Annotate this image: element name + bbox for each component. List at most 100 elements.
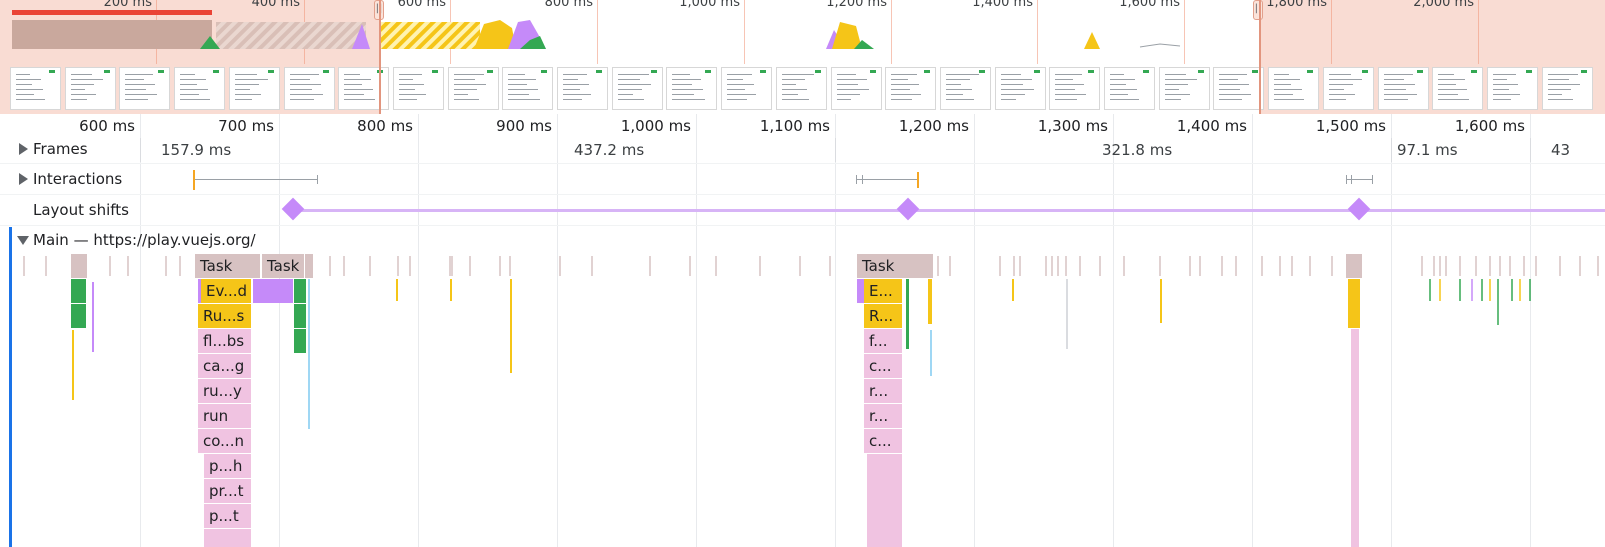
flame-function[interactable]: run xyxy=(198,404,251,428)
flame-paint[interactable] xyxy=(906,279,909,349)
flame-function[interactable]: c... xyxy=(864,354,902,378)
screenshot-thumbnail[interactable] xyxy=(1104,67,1155,110)
timeline-overview[interactable]: 200 ms 400 ms 600 ms 800 ms 1,000 ms 1,2… xyxy=(0,0,1605,115)
interaction-whisker[interactable] xyxy=(1346,179,1373,180)
selection-handle-right[interactable]: || xyxy=(1253,0,1263,20)
flame-event[interactable]: Ru...s xyxy=(198,304,251,328)
flame-render[interactable] xyxy=(253,279,293,303)
frame-duration[interactable]: 321.8 ms xyxy=(1102,141,1173,159)
expand-triangle-icon[interactable] xyxy=(19,173,28,185)
screenshot-thumbnail[interactable] xyxy=(557,67,608,110)
layout-shifts-track[interactable]: Layout shifts xyxy=(0,195,1605,226)
flame-event[interactable] xyxy=(928,279,932,324)
cpu-idle-block xyxy=(12,20,216,49)
flame-event[interactable] xyxy=(1348,279,1360,328)
screenshot-thumbnail[interactable] xyxy=(775,67,827,110)
screenshot-thumbnail[interactable] xyxy=(1486,67,1538,110)
screenshot-thumbnail[interactable] xyxy=(174,67,226,110)
interaction-whisker[interactable] xyxy=(856,179,918,180)
screenshot-thumbnail[interactable] xyxy=(1541,67,1593,110)
screenshot-thumbnail[interactable] xyxy=(939,67,991,110)
screenshot-thumbnail[interactable] xyxy=(338,67,390,110)
collapse-triangle-icon[interactable] xyxy=(17,236,29,245)
frame-duration[interactable]: 97.1 ms xyxy=(1397,141,1458,159)
overview-tick: 1,200 ms xyxy=(826,0,887,10)
ruler-tick: 1,000 ms xyxy=(620,117,691,135)
frame-duration[interactable]: 437.2 ms xyxy=(574,141,645,159)
screenshot-thumbnail[interactable] xyxy=(611,67,663,110)
flame-function[interactable]: p...t xyxy=(204,504,251,528)
flame-slice[interactable] xyxy=(71,304,86,328)
screenshot-thumbnail[interactable] xyxy=(994,67,1046,110)
cpu-render-peak xyxy=(352,24,370,49)
overview-grid xyxy=(744,0,745,64)
screenshot-thumbnail[interactable] xyxy=(885,67,937,110)
flame-slice xyxy=(72,330,74,400)
flame-function[interactable]: fl...bs xyxy=(198,329,251,353)
screenshot-thumbnail[interactable] xyxy=(1158,67,1210,110)
flame-function[interactable]: pr...t xyxy=(204,479,251,503)
selection-edge-left xyxy=(379,0,381,114)
interaction-marker[interactable] xyxy=(193,170,195,190)
flame-function[interactable] xyxy=(1351,329,1359,547)
ruler-tick: 1,400 ms xyxy=(1176,117,1247,135)
flame-function[interactable]: ru...y xyxy=(198,379,251,403)
frame-duration[interactable]: 157.9 ms xyxy=(161,141,232,159)
screenshot-thumbnail[interactable] xyxy=(447,67,499,110)
screenshot-thumbnail[interactable] xyxy=(1377,67,1429,110)
screenshot-thumbnail[interactable] xyxy=(283,67,335,110)
task-block[interactable]: Task xyxy=(262,254,304,278)
screenshot-thumbnail[interactable] xyxy=(1268,67,1320,110)
expand-triangle-icon[interactable] xyxy=(19,143,28,155)
flame-paint[interactable] xyxy=(294,329,306,353)
flame-event[interactable]: R... xyxy=(864,304,902,328)
flame-slice xyxy=(1012,279,1014,301)
interaction-whisker-cap xyxy=(1351,175,1352,184)
task-block[interactable]: Task xyxy=(857,254,917,278)
flame-function[interactable]: ca...g xyxy=(198,354,251,378)
screenshot-thumbnail[interactable] xyxy=(721,67,773,110)
overview-tick: 800 ms xyxy=(544,0,593,10)
screenshot-thumbnail[interactable] xyxy=(1049,67,1101,110)
screenshot-thumbnail[interactable] xyxy=(1213,67,1265,110)
interaction-marker[interactable] xyxy=(917,172,919,188)
screenshot-thumbnail[interactable] xyxy=(64,67,116,110)
screenshot-thumbnail[interactable] xyxy=(666,67,718,110)
cpu-paint-peak xyxy=(854,40,874,49)
flame-event[interactable]: Ev...d xyxy=(198,279,251,303)
flame-slice xyxy=(396,279,398,301)
flame-function[interactable]: co...n xyxy=(198,429,251,453)
screenshot-thumbnail[interactable] xyxy=(392,67,444,110)
screenshot-thumbnail[interactable] xyxy=(502,67,554,110)
overview-grid xyxy=(1331,0,1332,64)
overview-tick: 200 ms xyxy=(103,0,152,10)
overview-tick: 400 ms xyxy=(251,0,300,10)
frame-duration[interactable]: 43 xyxy=(1551,141,1571,159)
flame-function[interactable]: r... xyxy=(864,404,902,428)
screenshot-thumbnail[interactable] xyxy=(228,67,280,110)
screenshot-thumbnail[interactable] xyxy=(10,67,61,110)
flame-event[interactable]: E... xyxy=(857,279,902,303)
screenshot-thumbnail[interactable] xyxy=(830,67,882,110)
screenshot-thumbnail[interactable] xyxy=(119,67,171,110)
task-block[interactable]: Task xyxy=(195,254,260,278)
interactions-track[interactable]: Interactions xyxy=(0,164,1605,195)
grid-line xyxy=(557,114,558,547)
overview-tick: 2,000 ms xyxy=(1413,0,1474,10)
flame-paint[interactable] xyxy=(294,304,306,328)
flame-function[interactable]: c... xyxy=(864,429,902,453)
flame-function[interactable]: p...h xyxy=(204,454,251,478)
interaction-whisker[interactable] xyxy=(193,179,318,180)
flame-function[interactable]: f... xyxy=(864,329,902,353)
flame-function[interactable]: r... xyxy=(864,379,902,403)
flame-function[interactable] xyxy=(204,529,251,547)
screenshot-thumbnail[interactable] xyxy=(1322,67,1374,110)
main-track-label[interactable]: Main — https://play.vuejs.org/ xyxy=(33,231,256,249)
screenshot-thumbnail[interactable] xyxy=(1432,67,1484,110)
flame-function[interactable] xyxy=(867,454,902,547)
layout-shift-cluster[interactable] xyxy=(293,209,1605,212)
flame-slice[interactable] xyxy=(71,279,86,303)
frames-track[interactable]: Frames xyxy=(0,138,1605,164)
flame-paint[interactable] xyxy=(294,279,306,303)
overview-tick: 600 ms xyxy=(397,0,446,10)
